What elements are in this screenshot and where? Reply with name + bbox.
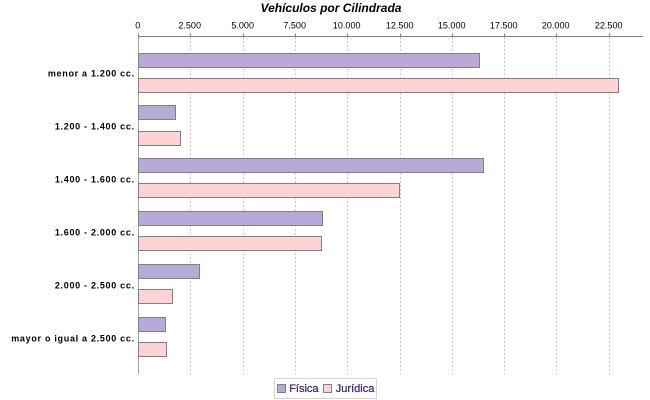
svg-text:1.600 - 2.000 cc.: 1.600 - 2.000 cc. [55, 228, 135, 238]
svg-text:mayor o igual a 2.500 cc.: mayor o igual a 2.500 cc. [11, 333, 135, 343]
svg-text:17.500: 17.500 [490, 21, 518, 31]
svg-text:2.000 - 2.500 cc.: 2.000 - 2.500 cc. [55, 281, 135, 291]
svg-text:1.400 - 1.600 cc.: 1.400 - 1.600 cc. [55, 175, 135, 185]
svg-text:Física: Física [289, 383, 319, 395]
svg-text:0: 0 [135, 21, 140, 31]
svg-text:Jurídica: Jurídica [336, 383, 375, 395]
svg-text:Vehículos por Cilindrada: Vehículos por Cilindrada [261, 1, 402, 15]
svg-text:2.500: 2.500 [178, 21, 201, 31]
svg-text:22.500: 22.500 [595, 21, 623, 31]
svg-text:20.000: 20.000 [542, 21, 570, 31]
svg-text:5.000: 5.000 [231, 21, 254, 31]
svg-text:menor a 1.200 cc.: menor a 1.200 cc. [48, 69, 135, 79]
svg-text:10.000: 10.000 [333, 21, 361, 31]
svg-text:15.000: 15.000 [438, 21, 466, 31]
svg-text:1.200 - 1.400 cc.: 1.200 - 1.400 cc. [55, 122, 135, 132]
svg-text:7.500: 7.500 [283, 21, 306, 31]
svg-text:12.500: 12.500 [386, 21, 414, 31]
